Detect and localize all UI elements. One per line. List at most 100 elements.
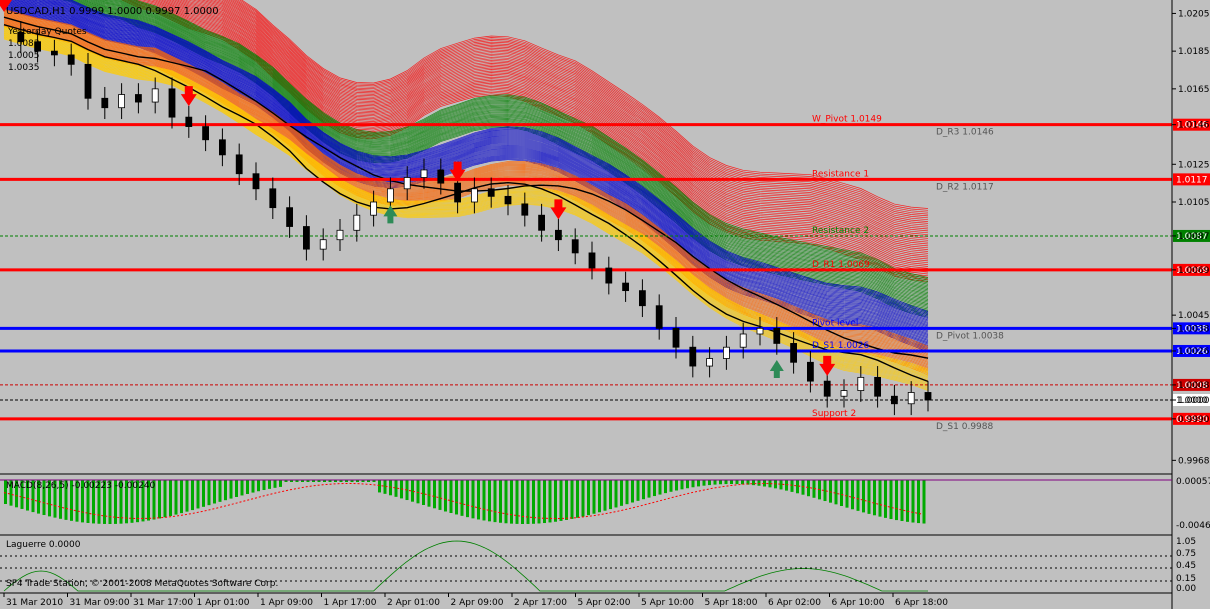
- candle-body: [521, 203, 529, 216]
- macd-bar: [554, 480, 557, 522]
- fan-line: [88, 0, 929, 303]
- fan-line: [230, 0, 929, 219]
- macd-bar: [565, 480, 568, 520]
- fan-line: [69, 0, 929, 312]
- macd-bar: [4, 480, 7, 504]
- level-label: D_R1 1.0069: [812, 260, 870, 270]
- macd-bar: [268, 480, 271, 489]
- macd-bar: [411, 480, 414, 502]
- macd-bar: [620, 480, 623, 506]
- candle-body: [118, 94, 125, 109]
- fan-line: [3, 27, 929, 373]
- candle-body: [924, 392, 932, 401]
- candle-body: [874, 376, 881, 397]
- time-tick-label: 1 Apr 17:00: [324, 598, 377, 608]
- macd-bar: [702, 480, 706, 486]
- macd-bar: [642, 480, 645, 500]
- candle-body: [773, 327, 781, 344]
- buy-arrow-icon: [769, 360, 784, 379]
- macd-bar: [686, 480, 689, 489]
- candle-body: [504, 195, 512, 205]
- macd-bar: [114, 480, 117, 524]
- macd-bar: [279, 480, 282, 487]
- macd-bar: [603, 480, 607, 511]
- fan-line: [191, 0, 929, 239]
- macd-bar: [680, 480, 684, 490]
- macd-bar: [306, 480, 310, 482]
- macd-bar: [350, 480, 354, 482]
- price-axis[interactable]: 1.0205 1.0185 1.0165 1.0146 1.0125 1.0105 1.00…: [1172, 9, 1210, 466]
- macd-bar: [790, 480, 794, 492]
- sell-arrow-icon: [819, 355, 836, 376]
- macd-bar: [229, 480, 233, 499]
- pivot-levels: W_Pivot 1.0149 D_R3 1.0146 1.0146 Resistanc…: [0, 115, 1210, 432]
- fan-line: [179, 0, 929, 247]
- macd-bar: [125, 480, 128, 524]
- fan-line: [66, 0, 929, 314]
- fan-line: [141, 0, 929, 269]
- fan-line: [168, 0, 929, 254]
- candle-body: [420, 169, 428, 178]
- fan-line: [155, 0, 929, 264]
- macd-bar: [537, 480, 541, 524]
- macd-bar: [510, 480, 513, 524]
- macd-bar: [581, 480, 585, 517]
- fan-line: [118, 0, 929, 289]
- price-tick-label: 1.0125: [1178, 160, 1210, 170]
- macd-bar: [460, 480, 464, 516]
- fan-line: [3, 10, 929, 350]
- macd-label: MACD(8,26,5) -0.00223 -0.00240: [6, 481, 156, 491]
- level-label: Support 2: [812, 409, 856, 419]
- candle-body: [739, 333, 747, 348]
- time-axis[interactable]: 31 Mar 2010 31 Mar 09:00 31 Mar 17:00 1 Apr…: [3, 593, 948, 608]
- fan-line: [7, 0, 929, 334]
- price-tag-text: 1.0117: [1176, 175, 1208, 185]
- buy-arrow-icon: [383, 205, 398, 224]
- macd-bar: [697, 480, 700, 487]
- candle-body: [185, 116, 193, 127]
- fan-line: [157, 0, 929, 262]
- price-tag-text: 0.9990: [1176, 415, 1208, 425]
- macd-bar: [911, 480, 915, 523]
- macd-bar: [631, 480, 634, 503]
- fan-line: [3, 9, 929, 348]
- macd-bar: [779, 480, 783, 490]
- laguerre-tick-4: 0.15: [1176, 574, 1196, 584]
- macd-bar: [625, 480, 629, 505]
- candle-body: [470, 188, 478, 203]
- time-tick-label: 31 Mar 17:00: [133, 598, 193, 608]
- macd-bar: [42, 480, 46, 516]
- macd-bar: [598, 480, 601, 513]
- price-tick-label: 0.9990: [1178, 415, 1210, 425]
- macd-bar: [224, 480, 227, 501]
- fan-line: [40, 0, 929, 321]
- candle-body: [555, 229, 562, 241]
- fan-line: [3, 18, 929, 363]
- macd-bar: [521, 480, 524, 524]
- macd-bar: [427, 480, 431, 507]
- fan-line: [220, 0, 929, 226]
- fan-line: [216, 0, 929, 228]
- macd-bar: [20, 480, 24, 509]
- price-tick-label: 1.0026: [1178, 347, 1210, 357]
- macd-bar: [86, 480, 90, 523]
- fan-line: [205, 0, 929, 234]
- macd-bar: [59, 480, 62, 519]
- laguerre-tick-3: 0.45: [1176, 561, 1196, 571]
- macd-bar: [796, 480, 799, 494]
- macd-bar: [257, 480, 260, 492]
- macd-bar: [917, 480, 920, 524]
- macd-bar: [180, 480, 183, 514]
- macd-histogram: [3, 480, 926, 524]
- macd-bar: [801, 480, 805, 495]
- laguerre-tick-5: 0.00: [1176, 584, 1196, 594]
- candle-body: [605, 267, 613, 284]
- candle-body: [706, 358, 713, 367]
- candle-body: [286, 207, 294, 227]
- macd-bar: [130, 480, 134, 523]
- macd-bar: [37, 480, 40, 514]
- fan-line: [128, 0, 929, 284]
- level-right-label: D_Pivot 1.0038: [936, 331, 1004, 341]
- macd-bar: [191, 480, 194, 511]
